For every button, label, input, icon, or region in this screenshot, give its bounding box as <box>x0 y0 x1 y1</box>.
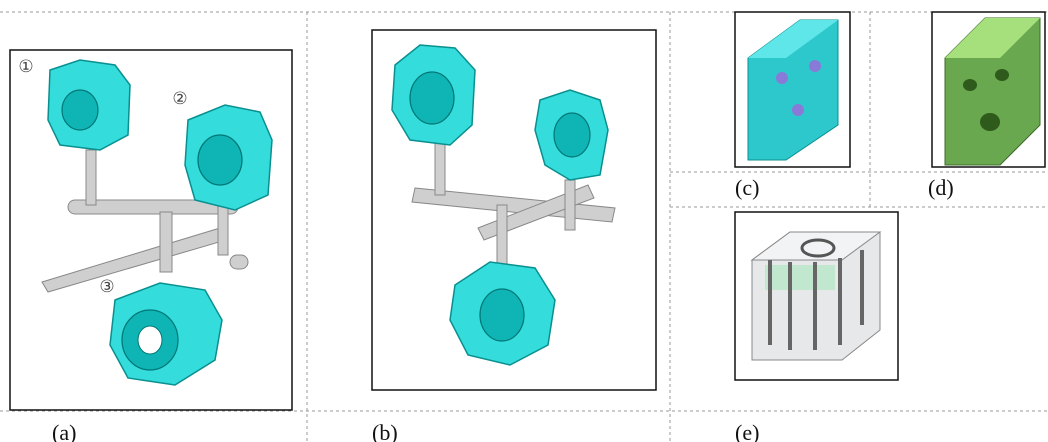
panel-b: (b) <box>372 30 656 442</box>
marker: ② <box>172 89 187 109</box>
panel-label: (c) <box>735 175 759 200</box>
marker: ① <box>18 57 33 77</box>
panel-e: (e) <box>735 212 898 442</box>
panel-a: ① ② ③ (a) <box>10 50 292 442</box>
marker: ③ <box>99 277 114 297</box>
panel-label: (d) <box>928 175 954 200</box>
panel-label: (e) <box>735 420 759 442</box>
figure: ① ② ③ (a) (b) (c) (d) <box>0 0 1048 442</box>
panel-d: (d) <box>928 12 1045 200</box>
panel-label: (a) <box>52 420 76 442</box>
panel-label: (b) <box>372 420 398 442</box>
